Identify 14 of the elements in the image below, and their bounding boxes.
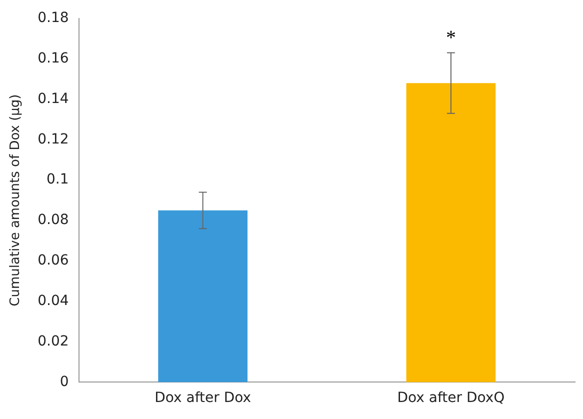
- y-tick-label: 0.02: [38, 333, 69, 350]
- y-tick-label: 0.06: [38, 252, 69, 269]
- annotation: *: [446, 27, 456, 50]
- y-tick-label: 0.04: [38, 292, 69, 309]
- y-tick-label: 0: [60, 374, 69, 390]
- y-tick-label: 0.1: [46, 172, 69, 188]
- y-tick-label: 0.16: [38, 50, 69, 66]
- x-tick-label: Dox after Dox: [154, 390, 252, 406]
- y-axis-title: Cumulative amounts of Dox (µg): [8, 94, 24, 306]
- y-tick-label: 0.18: [38, 10, 69, 26]
- x-tick-label: Dox after DoxQ: [397, 390, 505, 406]
- y-tick-label: 0.14: [38, 90, 69, 107]
- y-tick-label: 0.12: [38, 131, 69, 148]
- y-tick-label: 0.08: [38, 212, 69, 228]
